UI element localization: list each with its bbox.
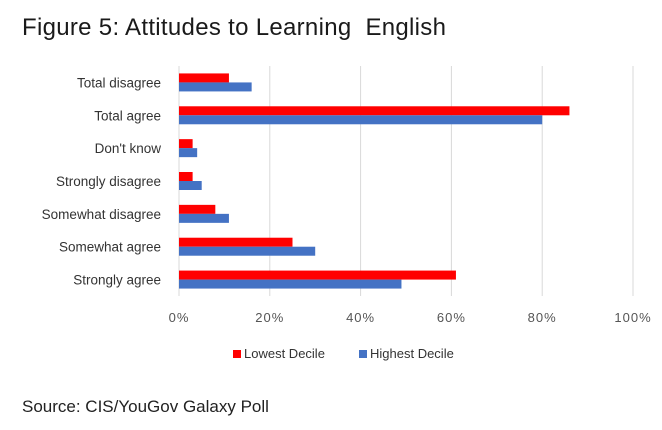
category-label: Total disagree bbox=[77, 75, 161, 90]
legend-swatch-lowest bbox=[233, 350, 241, 358]
bar-lowest-2 bbox=[179, 139, 193, 149]
bar-lowest-1 bbox=[179, 106, 570, 116]
bar-highest-6 bbox=[179, 279, 402, 289]
bar-lowest-5 bbox=[179, 237, 293, 247]
legend-label-lowest: Lowest Decile bbox=[244, 346, 325, 361]
category-labels: Total disagree Total agree Don't know Stron… bbox=[42, 75, 162, 287]
tick-label-60: 60% bbox=[437, 310, 466, 325]
figure-title: Figure 5: Attitudes to Learning English bbox=[22, 14, 447, 41]
gridlines bbox=[178, 66, 634, 296]
category-label: Somewhat agree bbox=[59, 240, 161, 255]
legend-swatch-highest bbox=[359, 350, 367, 358]
bar-highest-3 bbox=[179, 181, 202, 190]
legend-label-highest: Highest Decile bbox=[370, 346, 454, 361]
category-label: Somewhat disagree bbox=[42, 207, 161, 222]
bar-lowest-6 bbox=[179, 270, 456, 280]
category-label: Strongly agree bbox=[73, 273, 161, 288]
tick-label-20: 20% bbox=[255, 310, 284, 325]
bar-highest-5 bbox=[179, 246, 316, 256]
source-note: Source: CIS/YouGov Galaxy Poll bbox=[22, 397, 269, 416]
tick-label-40: 40% bbox=[346, 310, 375, 325]
tick-label-100: 100% bbox=[614, 310, 651, 325]
category-label: Don't know bbox=[95, 141, 162, 156]
bar-highest-2 bbox=[179, 148, 198, 158]
bar-lowest-0 bbox=[179, 73, 229, 83]
tick-label-80: 80% bbox=[528, 310, 557, 325]
bars bbox=[179, 73, 570, 289]
category-label: Strongly disagree bbox=[56, 174, 161, 189]
tick-labels: 0% 20% 40% 60% 80% 100% bbox=[169, 310, 651, 325]
bar-highest-0 bbox=[179, 82, 252, 92]
bar-highest-4 bbox=[179, 213, 229, 223]
legend: Lowest Decile Highest Decile bbox=[233, 346, 454, 361]
bar-lowest-4 bbox=[179, 204, 216, 214]
bar-highest-1 bbox=[179, 115, 543, 125]
bar-chart: Total disagree Total agree Don't know Stron… bbox=[42, 66, 651, 361]
category-label: Total agree bbox=[94, 108, 161, 123]
tick-label-0: 0% bbox=[169, 310, 190, 325]
bar-lowest-3 bbox=[179, 172, 193, 181]
